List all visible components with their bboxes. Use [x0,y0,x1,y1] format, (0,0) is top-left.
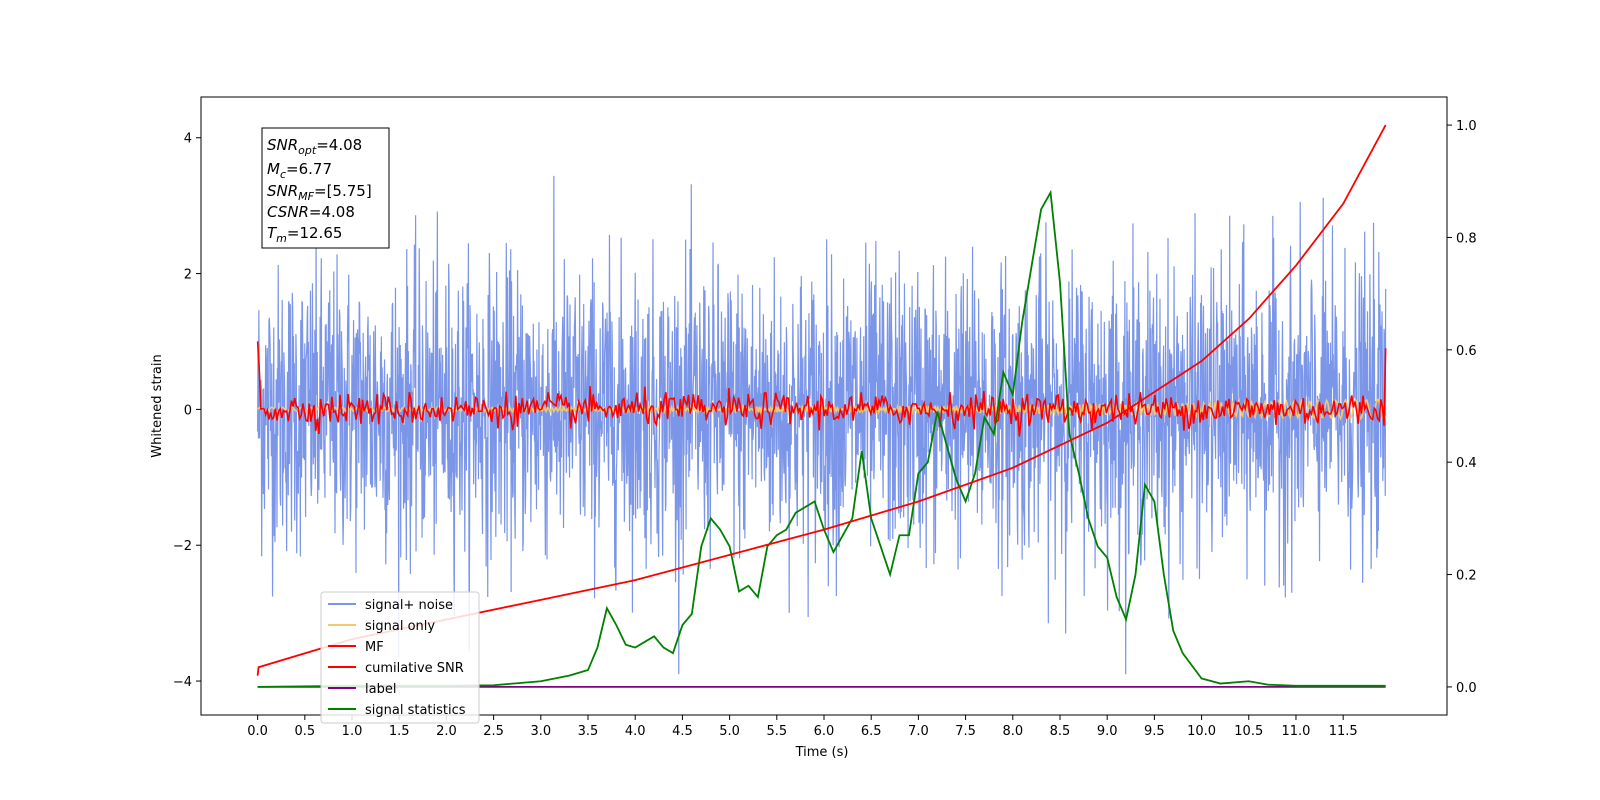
annotation-mc: Mc=6.77 [267,160,332,181]
x-tick-label: 1.5 [389,724,410,739]
x-tick-label: 4.5 [672,724,693,739]
x-tick-label: 0.5 [294,724,315,739]
x-tick-label: 5.0 [719,724,740,739]
x-tick-label: 7.5 [955,724,976,739]
y-left-tick-label: 0 [184,403,192,418]
x-tick-label: 8.5 [1050,724,1071,739]
x-tick-label: 2.0 [436,724,457,739]
series-line-signal-statistics [257,189,1386,688]
x-tick-label: 7.0 [908,724,929,739]
x-tick-label: 10.0 [1187,724,1216,739]
x-tick-label: 4.0 [625,724,646,739]
annotation-mc-label: M [267,160,280,178]
legend-label-label: label [365,682,396,697]
x-tick-label: 3.0 [530,724,551,739]
annotation-frame [261,127,390,249]
annotation-mc-value: =6.77 [286,160,332,178]
annotation-tm-label: T [267,224,278,242]
x-tick-label: 5.5 [766,724,787,739]
y-right-tick-label: 0.4 [1456,456,1477,471]
x-tick-label: 11.5 [1329,724,1358,739]
annotation-snr-mf: SNRMF=[5.75] [267,182,372,203]
x-axis: 0.0 0.5 1.0 1.5 2.0 2.5 3.0 3.5 4.0 4.5 5.0 5.5 6.0 6… [247,715,1358,739]
legend-label-signal-only: signal only [365,619,435,634]
y-left-tick-label: −2 [173,539,192,554]
y-right-tick-label: 1.0 [1456,119,1477,134]
legend-label-cumilative-snr: cumilative SNR [365,661,464,676]
series-line-signal-plus-noise [257,175,1387,675]
x-tick-label: 1.0 [342,724,363,739]
x-tick-label: 8.0 [1002,724,1023,739]
x-tick-label: 9.5 [1144,724,1165,739]
legend-label-mf: MF [365,640,384,655]
y-axis-left: −4 −2 0 2 4 [173,132,201,690]
y-right-tick-label: 0.2 [1456,569,1477,584]
y-left-tick-label: 4 [184,132,192,147]
legend-label-signal-statistics: signal statistics [365,703,466,718]
annotation-tm-value: =12.65 [287,224,343,242]
annotation-snr-opt-sub: opt [298,144,317,157]
x-tick-label: 9.0 [1097,724,1118,739]
annotation-snr-mf-label: SNR [267,182,298,200]
y-left-tick-label: −4 [173,675,192,690]
y-left-tick-label: 2 [184,268,192,283]
annotation-csnr-label: CSNR [267,203,309,221]
y-axis-right: 0.0 0.2 0.4 0.6 0.8 1.0 [1447,119,1477,696]
y-right-tick-label: 0.0 [1456,681,1477,696]
annotation-snr-opt-value: =4.08 [316,136,362,154]
y-axis-left-label: Whitened strain [150,354,165,457]
series-line-mf [256,341,1387,437]
legend-frame [320,591,480,724]
x-axis-label: Time (s) [795,745,849,760]
x-tick-label: 2.5 [483,724,504,739]
annotation-tm: Tm=12.65 [267,224,342,245]
x-tick-label: 0.0 [247,724,268,739]
x-tick-label: 10.5 [1234,724,1263,739]
x-tick-label: 3.5 [578,724,599,739]
annotation-snr-opt: SNRopt=4.08 [267,136,362,157]
annotation-tm-sub: m [276,232,287,245]
annotation-snr-mf-value: =[5.75] [314,182,372,200]
x-tick-label: 6.0 [814,724,835,739]
y-right-tick-label: 0.6 [1456,344,1477,359]
annotation-csnr-value: =4.08 [309,203,355,221]
x-tick-label: 11.0 [1281,724,1310,739]
annotation-mc-sub: c [280,168,286,181]
annotation-box: SNRopt=4.08 Mc=6.77 SNRMF=[5.75] CSNR=4.… [261,127,390,249]
annotation-snr-opt-label: SNR [267,136,298,154]
annotation-csnr: CSNR=4.08 [267,203,355,221]
legend-label-signal-plus-noise: signal+ noise [365,598,453,613]
legend: signal+ noise signal only MF cumilative … [320,591,480,724]
annotation-snr-mf-sub: MF [298,190,314,203]
x-tick-label: 6.5 [861,724,882,739]
y-right-tick-label: 0.8 [1456,231,1477,246]
